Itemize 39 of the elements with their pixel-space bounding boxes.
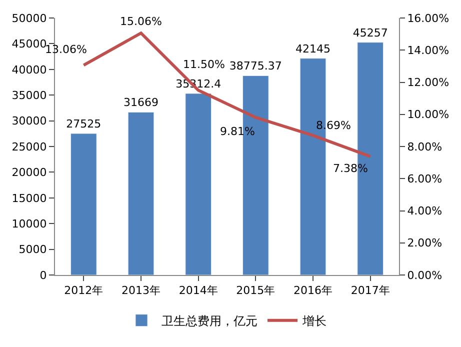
x-tick-label: 2016年 [294,284,332,298]
bar [128,112,154,275]
x-tick-label: 2015年 [236,284,276,298]
y-tick-label: 45000 [12,38,47,51]
y2-tick-label: 10.00% [407,108,450,122]
y2-tick-label: 6.00% [407,172,442,186]
y-tick-label: 15000 [12,192,47,205]
legend-label: 增长 [302,314,326,328]
y-tick-label: 5000 [18,243,47,256]
y-tick-label: 30000 [12,114,47,128]
y-tick-label: 25000 [12,140,47,154]
legend-label: 卫生总费用，亿元 [162,314,258,328]
y-tick-label: 35000 [12,88,47,102]
y-tick-label: 50000 [12,12,47,25]
data-label: 11.50% [183,58,225,71]
data-label: 31669 [124,96,158,110]
data-label: 27525 [66,118,102,131]
y2-tick-label: 2.00% [407,236,442,250]
data-label: 42145 [296,42,330,56]
y2-tick-label: 8.00% [407,140,442,154]
y-tick-label: 40000 [12,63,47,76]
y2-tick-label: 14.00% [407,44,450,57]
y2-tick-label: 0.00% [407,268,442,282]
x-tick-label: 2012年 [64,284,104,298]
x-tick-label: 2017年 [350,284,390,298]
x-tick-label: 2014年 [178,284,218,298]
y2-tick-label: 16.00% [407,12,450,25]
bar [185,93,212,275]
data-label: 13.06% [45,43,87,56]
data-label: 45257 [352,26,388,40]
data-label: 15.06% [120,15,162,28]
x-tick-label: 2013年 [122,284,160,298]
bar [70,133,97,275]
y2-tick-label: 12.00% [407,76,450,90]
y-tick-label: 20000 [12,166,47,180]
data-label: 38775.37 [229,60,282,73]
y-tick-label: 0 [40,268,47,282]
y2-tick-label: 4.00% [407,204,442,218]
y-tick-label: 10000 [12,217,47,230]
